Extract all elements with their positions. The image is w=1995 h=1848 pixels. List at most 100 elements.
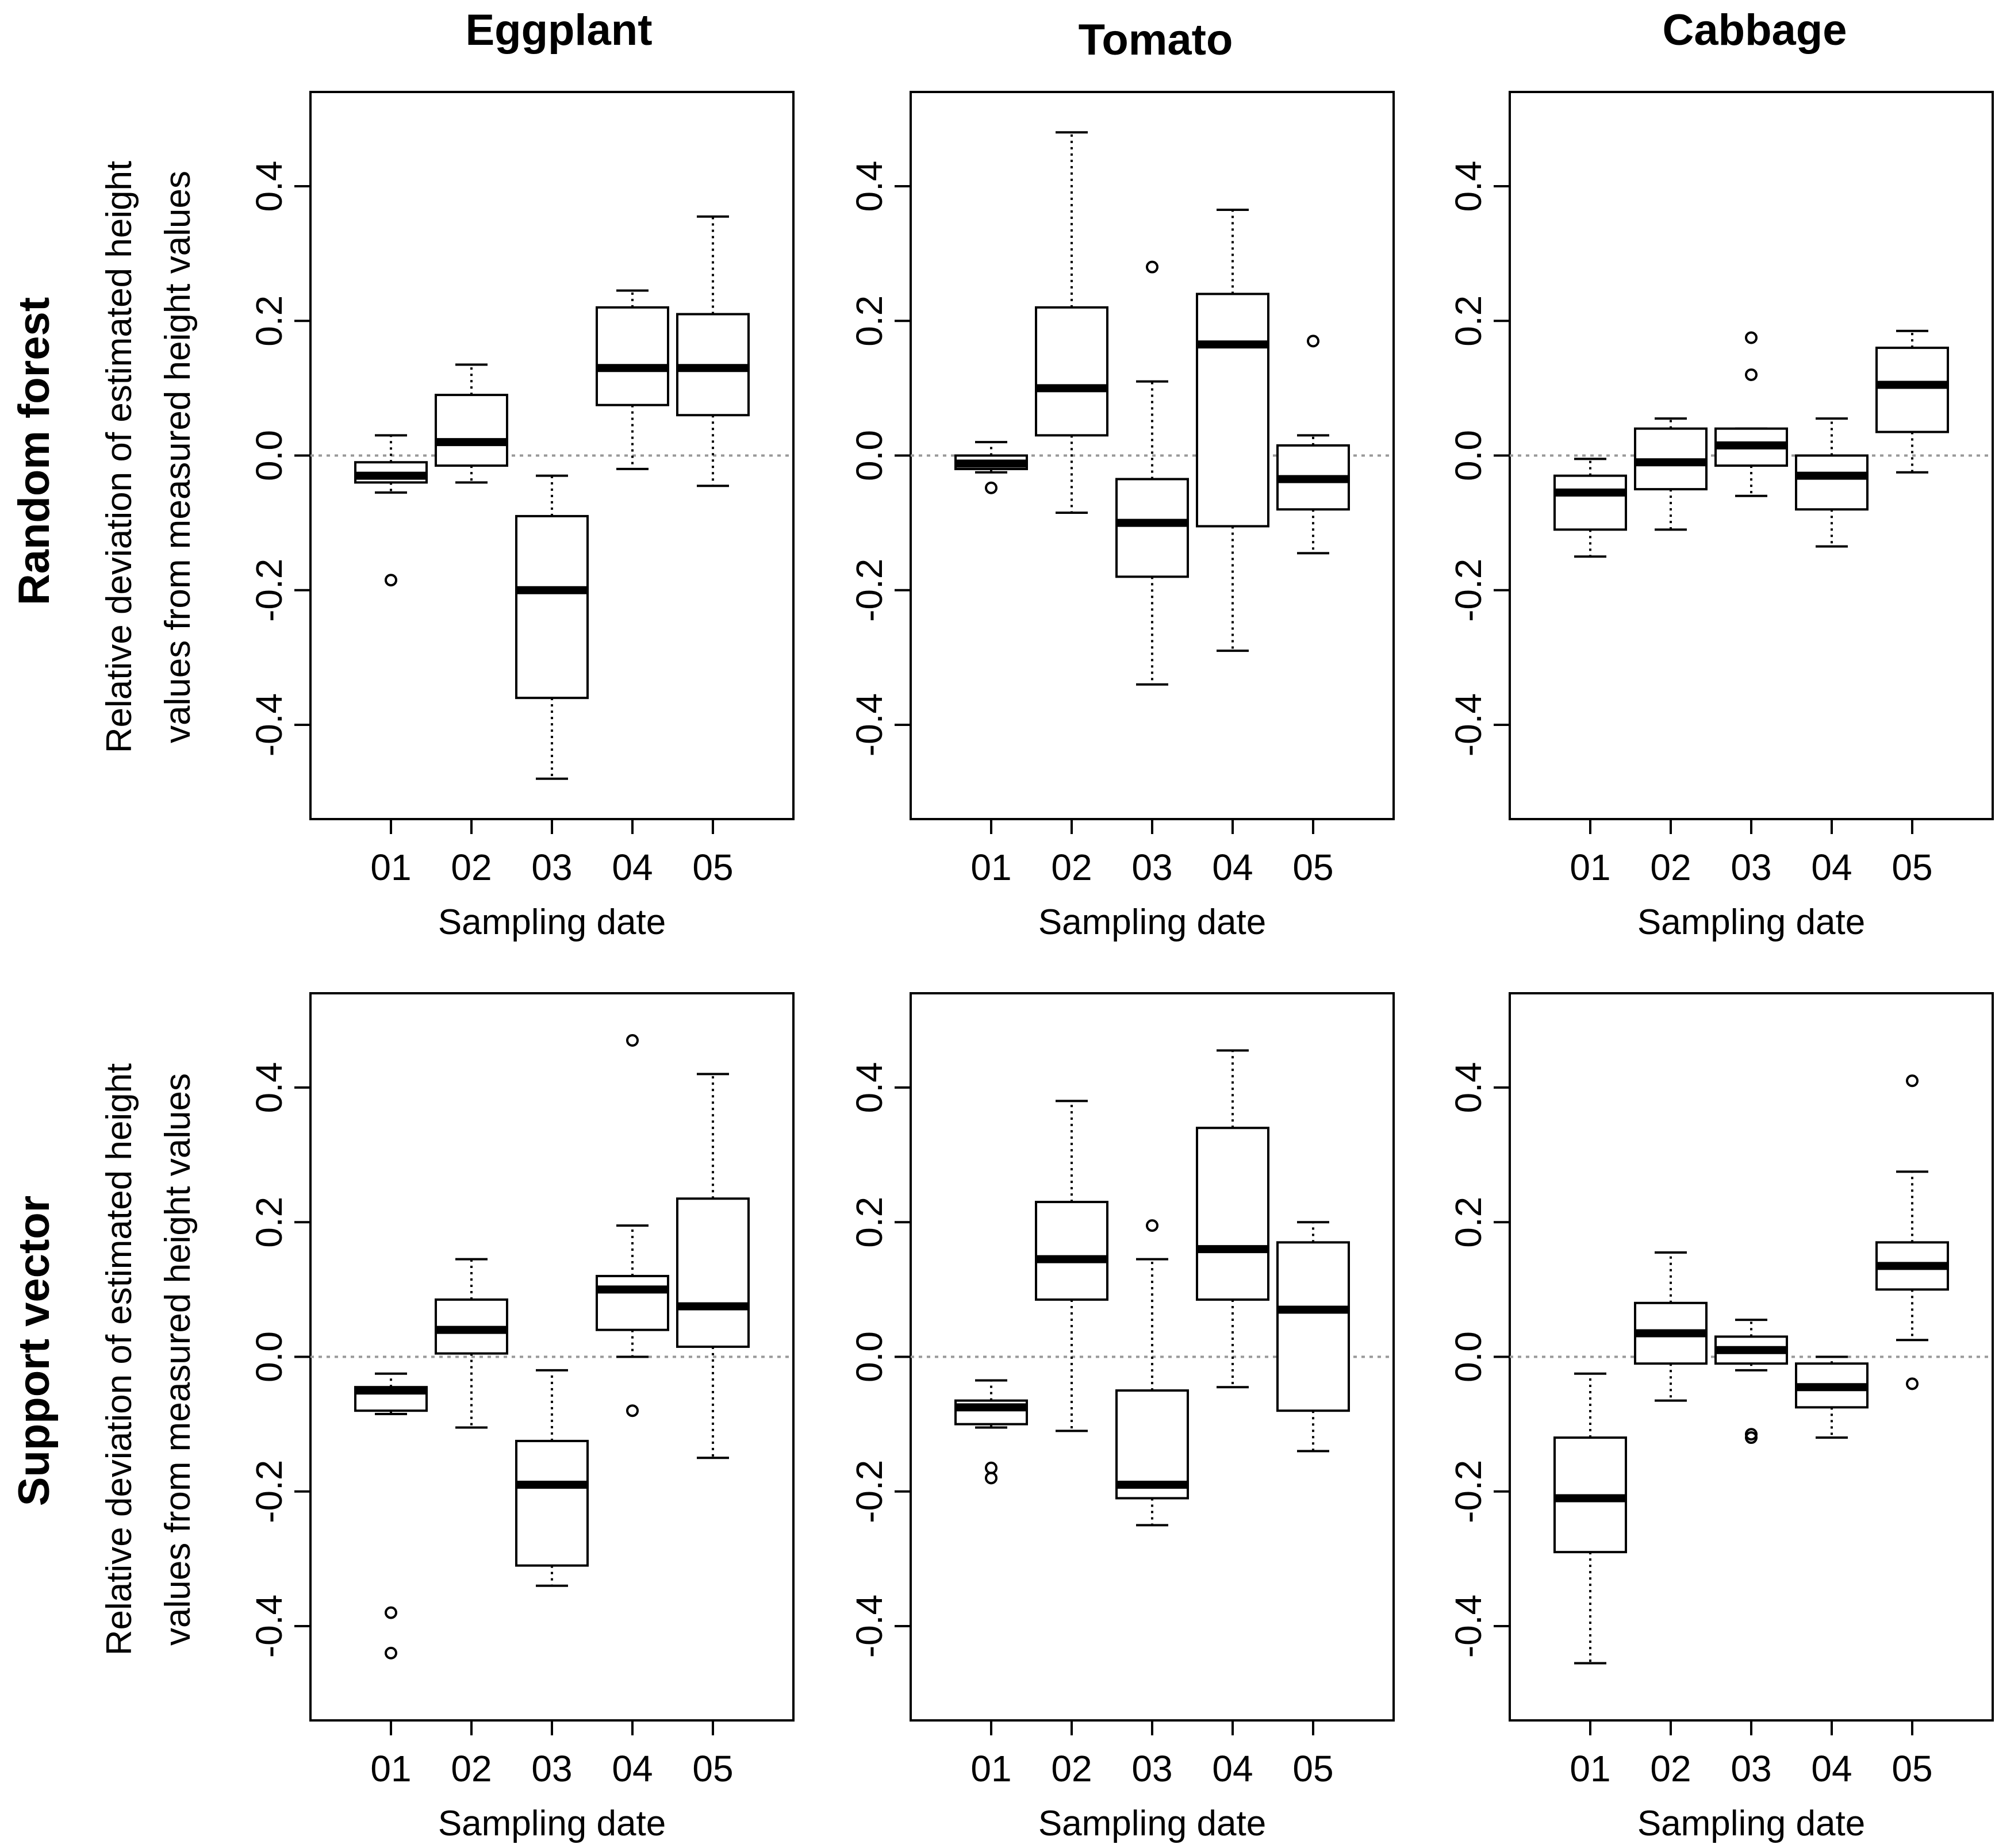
- box-03: [515, 474, 589, 780]
- x-axis-label: Sampling date: [1038, 1804, 1266, 1843]
- y-tick-label: -0.4: [248, 693, 290, 756]
- x-tick-label: 01: [970, 1748, 1011, 1789]
- box-04: [1196, 208, 1269, 652]
- x-tick-label: 02: [451, 1748, 492, 1789]
- interquartile-box: [1196, 1127, 1269, 1301]
- y-tick-label: 0.0: [248, 430, 290, 481]
- outlier-point: [1146, 1219, 1158, 1232]
- x-axis-label: Sampling date: [1038, 902, 1266, 942]
- box-03: [1714, 1319, 1788, 1444]
- box-03: [1115, 1219, 1189, 1527]
- box-01: [954, 441, 1028, 494]
- x-tick-label: 03: [531, 1748, 572, 1789]
- y-tick-label: 0.2: [248, 295, 290, 347]
- x-tick-label: 03: [1131, 847, 1172, 888]
- column-title-eggplant: Eggplant: [465, 6, 652, 55]
- x-tick-label: 05: [1292, 847, 1333, 888]
- y-tick-label: 0.0: [1448, 1331, 1489, 1382]
- x-tick-label: 02: [1650, 847, 1691, 888]
- x-tick-label: 02: [1051, 1748, 1092, 1789]
- y-tick-label: 0.2: [248, 1197, 290, 1248]
- interquartile-box: [515, 1439, 589, 1567]
- panel-support-vector-tomato: -0.4 -0.2 0.0 0.2 0.4 01 02 03 04 05 Sampling date: [849, 992, 1395, 1843]
- y-tick-label: 0.4: [849, 1062, 890, 1113]
- box-02: [1634, 1251, 1708, 1402]
- box-01: [954, 1379, 1028, 1485]
- box-04: [596, 289, 669, 470]
- interquartile-box: [1875, 347, 1949, 433]
- box-05: [1875, 1074, 1949, 1390]
- box-05: [1276, 335, 1350, 555]
- x-tick-label: 04: [1811, 1748, 1852, 1789]
- y-tick-label: -0.4: [248, 1595, 290, 1658]
- box-04: [1795, 417, 1869, 548]
- x-tick-label: 04: [1212, 847, 1253, 888]
- interquartile-box: [1795, 454, 1869, 511]
- interquartile-box: [1553, 474, 1627, 531]
- y-tick-label: 0.2: [1448, 295, 1489, 347]
- outlier-point: [385, 1606, 397, 1619]
- y-tick-label: 0.4: [1448, 160, 1489, 212]
- y-tick-label: 0.4: [1448, 1062, 1489, 1113]
- y-tick-label: -0.2: [248, 1460, 290, 1523]
- y-axis-label-line2-bottom: values from measured height values: [158, 1073, 198, 1646]
- row-title-support-vector: Support vector: [10, 1196, 59, 1507]
- box-02: [1035, 131, 1108, 514]
- y-tick-label: 0.0: [1448, 430, 1489, 481]
- outlier-point: [985, 1472, 998, 1485]
- y-axis-label-line1-top: Relative deviation of estimated height: [99, 161, 139, 754]
- box-03: [515, 1369, 589, 1587]
- box-02: [1634, 417, 1708, 531]
- y-tick-label: -0.2: [248, 559, 290, 622]
- x-tick-label: 01: [1570, 847, 1610, 888]
- x-tick-label: 01: [370, 847, 411, 888]
- box-03: [1714, 331, 1788, 497]
- x-tick-label: 03: [1731, 1748, 1771, 1789]
- box-01: [354, 434, 428, 587]
- x-tick-label: 04: [1811, 847, 1852, 888]
- x-axis-label: Sampling date: [1637, 1804, 1865, 1843]
- x-axis-label: Sampling date: [438, 902, 666, 942]
- x-tick-label: 05: [1292, 1748, 1333, 1789]
- column-title-cabbage: Cabbage: [1663, 6, 1847, 55]
- y-tick-label: -0.4: [1448, 693, 1489, 756]
- box-03: [1115, 260, 1189, 686]
- x-tick-label: 04: [612, 1748, 653, 1789]
- outlier-point: [1906, 1074, 1919, 1088]
- x-tick-label: 03: [531, 847, 572, 888]
- x-tick-label: 02: [1051, 847, 1092, 888]
- row-title-random-forest: Random forest: [10, 297, 59, 605]
- y-tick-label: -0.4: [1448, 1595, 1489, 1658]
- box-04: [1196, 1049, 1269, 1389]
- y-axis-label-line2-top: values from measured height values: [158, 171, 198, 743]
- y-tick-label: -0.2: [849, 559, 890, 622]
- outlier-point: [1146, 260, 1158, 274]
- y-tick-label: 0.2: [849, 295, 890, 347]
- box-05: [676, 215, 750, 487]
- interquartile-box: [1115, 478, 1189, 578]
- x-axis-label: Sampling date: [438, 1804, 666, 1843]
- box-01: [354, 1372, 428, 1659]
- outlier-point: [1906, 1377, 1919, 1390]
- outlier-point: [626, 1404, 639, 1417]
- outlier-point: [1745, 368, 1758, 381]
- y-tick-label: 0.0: [849, 1331, 890, 1382]
- y-tick-label: 0.4: [849, 160, 890, 212]
- outlier-point: [1745, 1431, 1758, 1444]
- outlier-point: [385, 1646, 397, 1659]
- interquartile-box: [1276, 1241, 1350, 1412]
- box-01: [1553, 1372, 1627, 1665]
- panel-support-vector-cabbage: -0.4 -0.2 0.0 0.2 0.4 01 02 03 04 05 Sampling date: [1448, 992, 1994, 1843]
- x-tick-label: 05: [1892, 847, 1932, 888]
- box-01: [1553, 458, 1627, 558]
- outlier-point: [385, 574, 397, 587]
- outlier-point: [1745, 331, 1758, 344]
- y-tick-label: -0.4: [849, 1595, 890, 1658]
- column-title-tomato: Tomato: [1079, 16, 1233, 64]
- panel-support-vector-eggplant: -0.4 -0.2 0.0 0.2 0.4 01 02 03 04 05 Sampling date: [248, 992, 795, 1843]
- interquartile-box: [676, 1197, 750, 1348]
- y-tick-label: 0.4: [248, 160, 290, 212]
- x-tick-label: 05: [1892, 1748, 1932, 1789]
- y-tick-label: 0.0: [849, 430, 890, 481]
- box-04: [1795, 1355, 1869, 1439]
